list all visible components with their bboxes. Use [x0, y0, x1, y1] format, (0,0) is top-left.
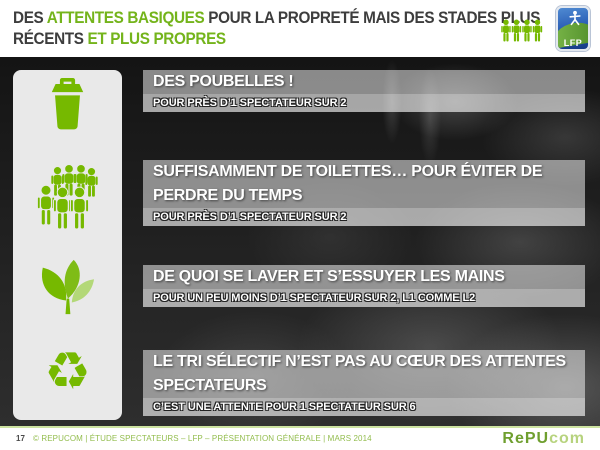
lfp-player-icon: [569, 10, 581, 26]
block-headline: DE QUOI SE LAVER ET S’ESSUYER LES MAINS: [143, 265, 585, 289]
page-number: 17: [16, 434, 25, 443]
repucom-logo-part2: com: [549, 430, 585, 447]
title-part-highlight: ET PLUS PROPRES: [83, 29, 226, 48]
title-part: DES: [13, 8, 47, 27]
panel-bottom-rule: [0, 426, 600, 428]
title-part: RÉCENTS: [13, 29, 84, 48]
block-subtext: C’EST UNE ATTENTE POUR 1 SPECTATEUR SUR …: [143, 398, 585, 416]
trash-icon: [13, 78, 122, 130]
block-headline: LE TRI SÉLECTIF N’EST PAS AU CŒUR DES AT…: [143, 350, 585, 398]
recycle-icon: ♻: [13, 342, 122, 404]
point-block-lavage-mains: DE QUOI SE LAVER ET S’ESSUYER LES MAINS …: [143, 265, 585, 307]
copyright-text: © REPUCOM | ÉTUDE SPECTATEURS – LFP – PR…: [33, 434, 372, 443]
block-headline: DES POUBELLES !: [143, 70, 585, 94]
title-part-highlight: ATTENTES BASIQUES: [46, 8, 205, 27]
point-block-tri-selectif: LE TRI SÉLECTIF N’EST PAS AU CŒUR DES AT…: [143, 350, 585, 416]
lfp-logo: LFP: [556, 6, 590, 51]
spectators-icon: [501, 12, 543, 50]
content-panel: ♻ DES POUBELLES ! POUR PRÈS D’1 SPECTATE…: [0, 57, 600, 426]
block-subtext: POUR PRÈS D’1 SPECTATEUR SUR 2: [143, 94, 585, 112]
point-block-toilettes: SUFFISAMMENT DE TOILETTES… POUR ÉVITER D…: [143, 160, 585, 226]
page-title: DES ATTENTES BASIQUES POUR LA PROPRETÉ M…: [13, 7, 540, 49]
block-subtext: POUR UN PEU MOINS D’1 SPECTATEUR SUR 2, …: [143, 289, 585, 307]
repucom-logo-part1: RePU: [502, 430, 550, 447]
slide-header: DES ATTENTES BASIQUES POUR LA PROPRETÉ M…: [0, 0, 600, 57]
slide-footer: 17 © REPUCOM | ÉTUDE SPECTATEURS – LFP –…: [0, 428, 600, 450]
title-part: POUR LA PROPRETÉ MAIS DES STADES PLUS: [204, 8, 541, 27]
icon-sidebar: ♻: [13, 70, 122, 420]
block-subtext: POUR PRÈS D’1 SPECTATEUR SUR 2: [143, 208, 585, 226]
leaves-icon: [13, 258, 122, 316]
repucom-logo: RePUcom: [502, 430, 585, 448]
recycle-glyph: ♻: [44, 342, 91, 402]
point-block-poubelles: DES POUBELLES ! POUR PRÈS D’1 SPECTATEUR…: [143, 70, 585, 112]
lfp-logo-text: LFP: [563, 38, 583, 48]
block-headline: SUFFISAMMENT DE TOILETTES… POUR ÉVITER D…: [143, 160, 585, 208]
crowd-icon: [13, 165, 122, 235]
